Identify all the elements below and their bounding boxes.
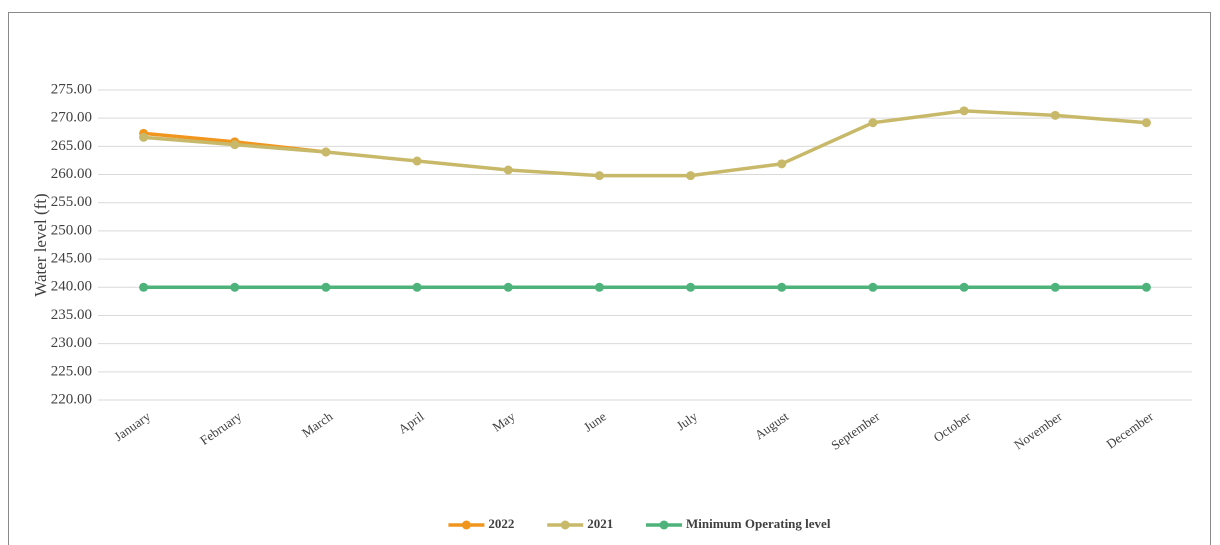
x-tick-label: November	[1011, 408, 1065, 452]
x-tick-label: March	[299, 408, 336, 440]
series-marker	[1141, 282, 1151, 292]
y-tick-label: 245.00	[51, 251, 92, 267]
legend-label: 2021	[587, 516, 613, 531]
y-tick-label: 270.00	[51, 110, 92, 126]
legend-label: Minimum Operating level	[686, 516, 831, 531]
x-tick-label: August	[752, 408, 792, 442]
series-marker	[321, 147, 331, 157]
legend-marker	[560, 520, 570, 530]
series-line	[143, 109, 1147, 178]
series-marker	[139, 132, 149, 142]
legend-label: 2022	[488, 516, 514, 531]
series-marker	[686, 171, 696, 181]
legend-marker	[461, 520, 471, 530]
y-tick-label: 225.00	[51, 363, 92, 379]
x-tick-label: July	[674, 408, 701, 433]
x-tick-label: October	[931, 408, 974, 445]
y-tick-label: 265.00	[51, 138, 92, 154]
x-tick-label: December	[1103, 408, 1156, 451]
series-marker	[594, 171, 604, 181]
y-tick-label: 240.00	[51, 279, 92, 295]
y-tick-label: 235.00	[51, 307, 92, 323]
series-marker	[594, 282, 604, 292]
series-marker	[686, 282, 696, 292]
series-marker	[1141, 118, 1151, 128]
x-tick-label: February	[197, 408, 244, 447]
chart-border	[8, 12, 1211, 545]
series-marker	[503, 282, 513, 292]
series-marker	[959, 282, 969, 292]
x-tick-label: September	[828, 408, 883, 453]
x-tick-label: June	[581, 408, 609, 434]
y-tick-label: 220.00	[51, 391, 92, 407]
series-marker	[777, 159, 787, 169]
legend-marker	[659, 520, 669, 530]
series-marker	[321, 282, 331, 292]
series-marker	[868, 118, 878, 128]
series-marker	[959, 106, 969, 116]
series-marker	[503, 165, 513, 175]
series-marker	[412, 156, 422, 166]
series-marker	[1050, 282, 1060, 292]
x-tick-label: May	[490, 408, 519, 434]
x-tick-label: April	[395, 408, 426, 436]
series-marker	[230, 282, 240, 292]
series-marker	[777, 282, 787, 292]
series-marker	[230, 140, 240, 150]
y-tick-label: 275.00	[51, 81, 92, 97]
series-marker	[868, 282, 878, 292]
series-marker	[412, 282, 422, 292]
y-axis-label: Water level (ft)	[31, 193, 50, 296]
y-tick-label: 255.00	[51, 194, 92, 210]
x-tick-label: January	[111, 408, 153, 444]
series-marker	[139, 282, 149, 292]
y-tick-label: 230.00	[51, 335, 92, 351]
series-marker	[1050, 110, 1060, 120]
y-tick-label: 260.00	[51, 166, 92, 182]
y-tick-label: 250.00	[51, 222, 92, 238]
